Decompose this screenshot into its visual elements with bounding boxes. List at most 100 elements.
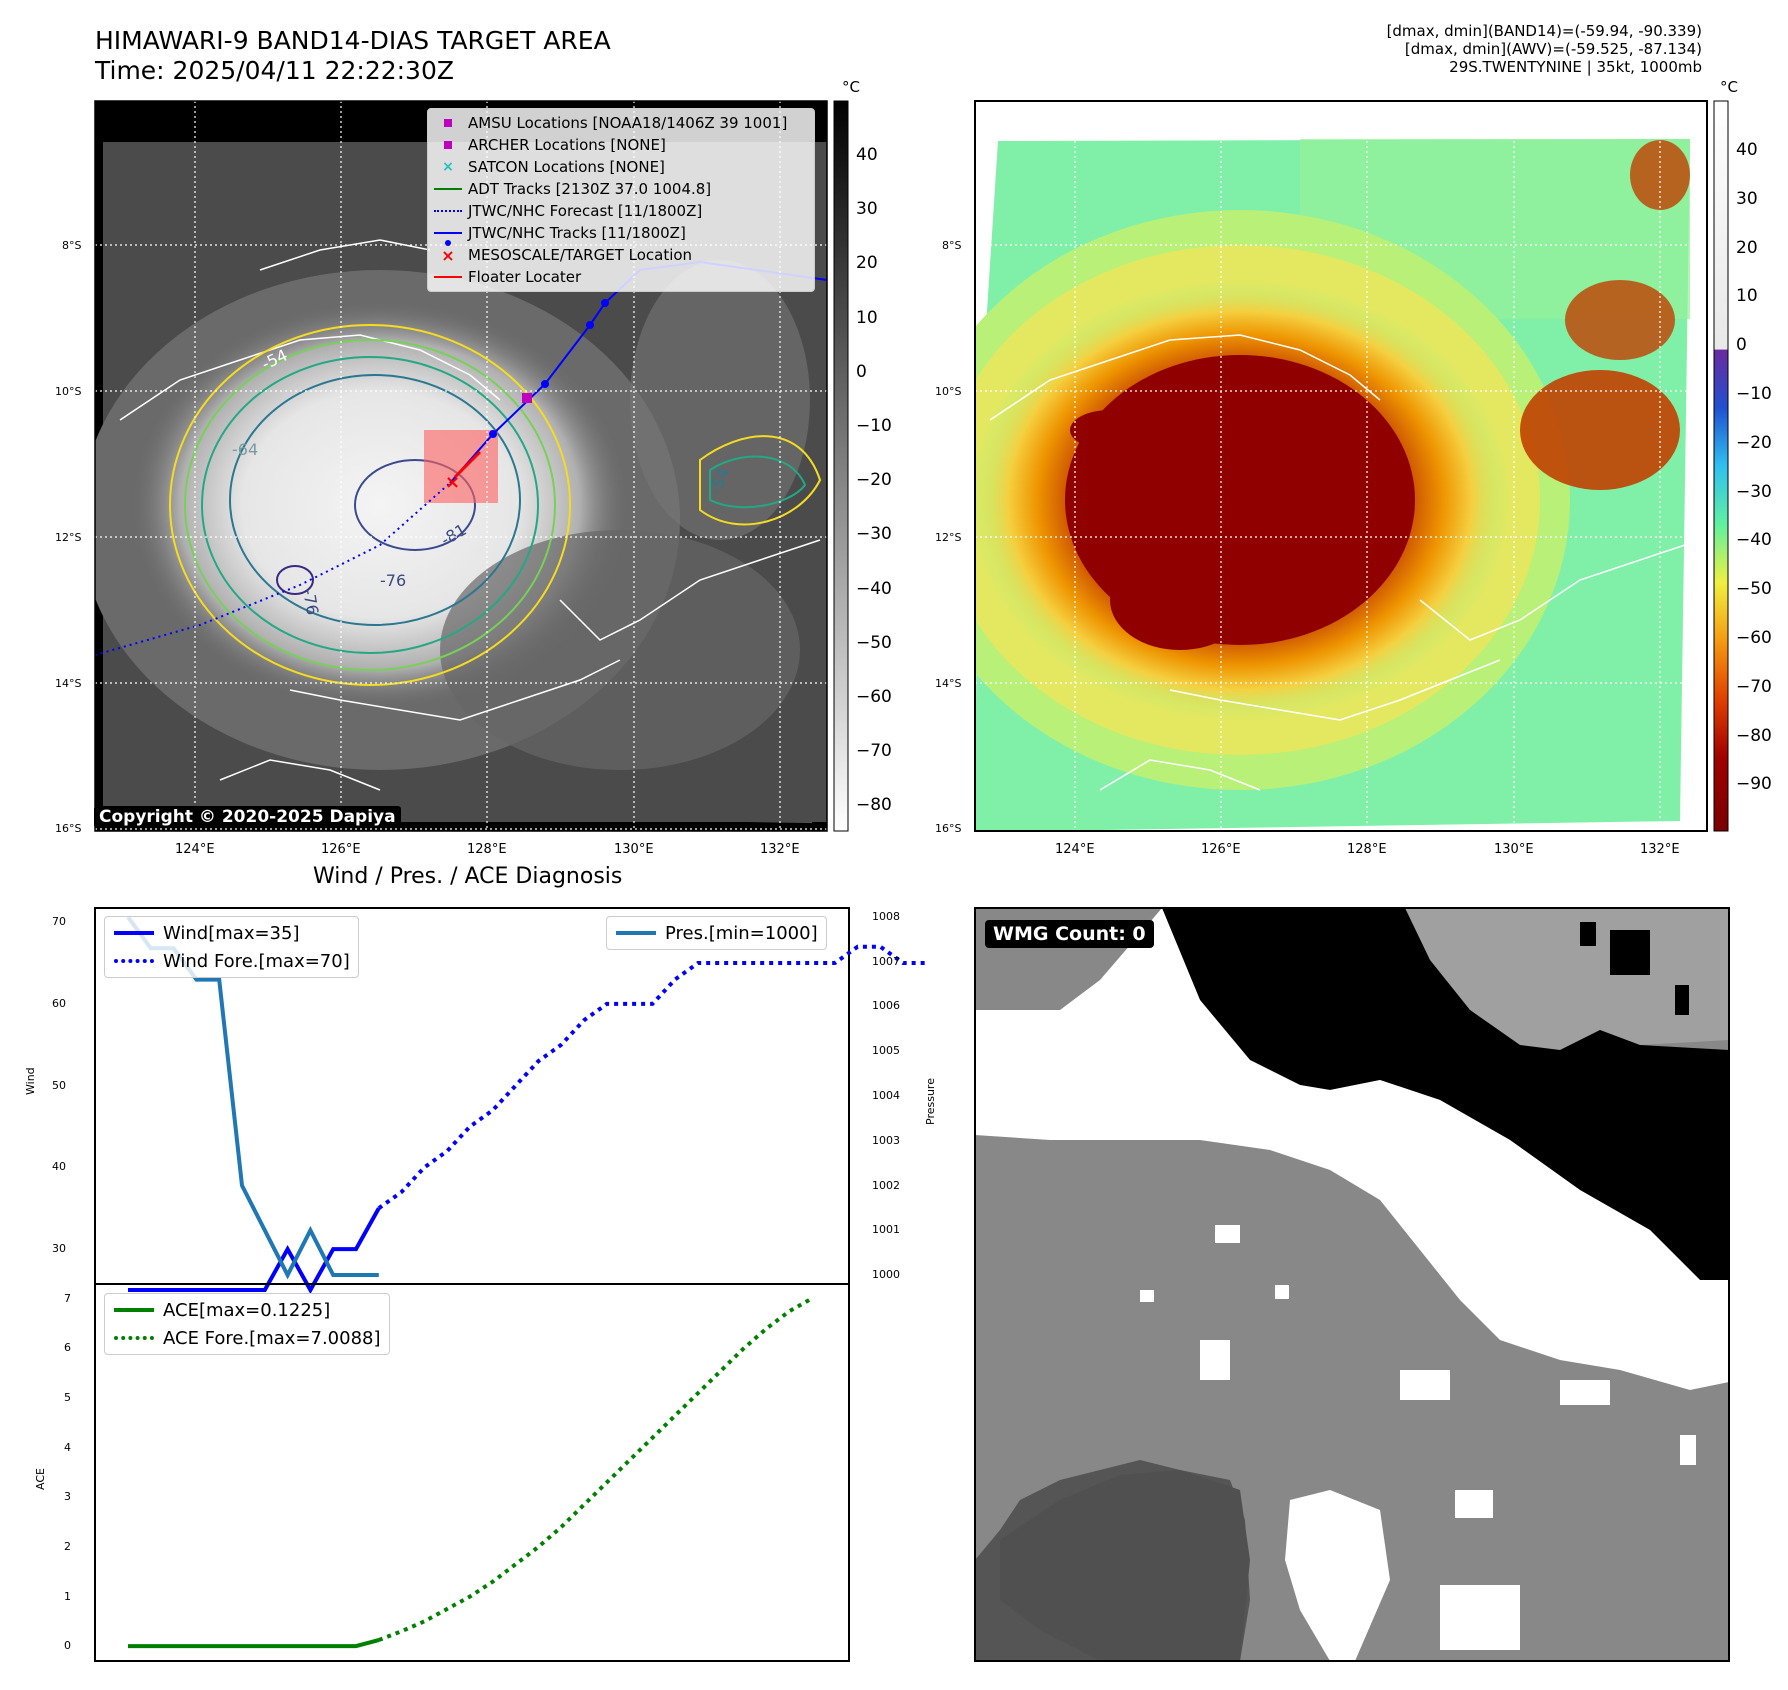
x-marker-icon: × — [441, 245, 455, 265]
legend-archer: ARCHER Locations [NONE] — [428, 134, 814, 156]
stats-line-3: 29S.TWENTYNINE | 35kt, 1000mb — [1449, 58, 1702, 76]
colorbar-tick: −50 — [856, 632, 892, 653]
ace-plot — [94, 1283, 850, 1662]
y-tick-right: 1007 — [872, 954, 900, 968]
lat-label: 8°S — [62, 239, 82, 252]
map-legend: AMSU Locations [NOAA18/1406Z 39 1001] AR… — [427, 108, 815, 292]
colorbar-tick: 10 — [856, 307, 878, 328]
colorbar-tick: 30 — [856, 199, 878, 220]
colorbar-tick: −80 — [856, 795, 892, 816]
legend-forecast: JTWC/NHC Forecast [11/1800Z] — [428, 200, 814, 222]
y-tick: 0 — [64, 1639, 71, 1653]
lon-label: 126°E — [1201, 842, 1241, 857]
colorbar-tick: −90 — [1736, 774, 1772, 795]
colorbar-tick: −60 — [856, 687, 892, 707]
legend-floater: Floater Locater — [428, 266, 814, 288]
y-tick-right: 1003 — [872, 1133, 900, 1147]
legend-satcon: × SATCON Locations [NONE] — [428, 156, 814, 178]
legend-amsu: AMSU Locations [NOAA18/1406Z 39 1001] — [428, 112, 814, 134]
x-marker-icon: × — [442, 159, 454, 175]
wmg-count-badge: WMG Count: 0 — [985, 920, 1154, 948]
legend-tracks: JTWC/NHC Tracks [11/1800Z] — [428, 222, 814, 246]
y-tick: 6 — [64, 1341, 71, 1355]
y-tick: 2 — [64, 1539, 71, 1553]
y-tick: 4 — [64, 1440, 71, 1454]
y-tick-right: 1001 — [872, 1223, 900, 1237]
legend-target: × MESOSCALE/TARGET Location — [428, 244, 814, 266]
colorbar-tick: 40 — [1736, 140, 1758, 160]
y-tick-right: 1005 — [872, 1044, 900, 1058]
colorbar-tick: 0 — [856, 361, 867, 382]
stats-line-1: [dmax, dmin](BAND14)=(-59.94, -90.339) — [1386, 22, 1702, 40]
lat-label: 16°S — [935, 822, 962, 835]
lat-label: 16°S — [55, 822, 82, 835]
lon-label: 128°E — [467, 842, 507, 857]
title-line-2: Time: 2025/04/11 22:22:30Z — [95, 56, 454, 85]
series-line — [377, 944, 926, 1210]
colorbar-tick: −20 — [856, 470, 892, 491]
square-marker-icon — [444, 119, 452, 127]
ace-axis-label: ACE — [34, 1468, 47, 1490]
stats-block: [dmax, dmin](BAND14)=(-59.94, -90.339) [… — [1387, 22, 1702, 76]
y-tick: 30 — [52, 1242, 66, 1256]
lat-label: 8°S — [942, 239, 962, 252]
y-tick-right: 1008 — [872, 909, 900, 923]
lat-label: 14°S — [935, 677, 962, 690]
y-tick-right: 1000 — [872, 1268, 900, 1282]
ace-legend: ACE[max=0.1225] ACE Fore.[max=7.0088] — [104, 1293, 390, 1355]
y-tick: 60 — [52, 996, 66, 1010]
colorbar-tick: 30 — [1736, 188, 1758, 209]
awv-colorbar — [1713, 100, 1729, 832]
copyright-badge: Copyright © 2020-2025 Dapiya — [94, 806, 401, 828]
lon-label: 124°E — [175, 842, 215, 857]
colorbar-tick: 20 — [856, 253, 878, 274]
dotted-line-icon — [434, 210, 462, 212]
lat-label: 12°S — [55, 531, 82, 544]
stats-line-2: [dmax, dmin](AWV)=(-59.525, -87.134) — [1404, 40, 1702, 58]
diagnosis-title: Wind / Pres. / ACE Diagnosis — [313, 864, 623, 889]
contour-label: -64 — [232, 440, 258, 459]
colorbar-tick: 10 — [1736, 286, 1758, 307]
contour-label: -76 — [299, 587, 322, 616]
y-tick: 50 — [52, 1078, 66, 1092]
y-tick-right: 1006 — [872, 999, 900, 1013]
colorbar-tick: −40 — [856, 578, 892, 599]
y-tick: 5 — [64, 1391, 71, 1405]
series-line — [378, 1296, 813, 1642]
lat-label: 10°S — [55, 385, 82, 398]
solid-line-icon — [114, 1308, 154, 1312]
lon-label: 130°E — [614, 842, 654, 857]
y-tick: 70 — [52, 915, 66, 929]
colorbar-tick: −80 — [1736, 725, 1772, 746]
lon-label: 128°E — [1347, 842, 1387, 857]
line-marker-icon — [434, 232, 462, 234]
solid-line-icon — [114, 931, 154, 935]
colorbar-tick: −10 — [1736, 384, 1772, 404]
colorbar-tick: −70 — [856, 741, 892, 762]
colorbar-tick: −50 — [1736, 579, 1772, 600]
awv-map-panel — [974, 100, 1708, 832]
lat-label: 10°S — [935, 385, 962, 398]
contour-label: -76 — [380, 571, 406, 590]
solid-line-icon — [616, 931, 656, 935]
dotted-line-icon — [114, 1336, 154, 1340]
ir-colorbar-unit: °C — [842, 78, 860, 96]
lat-label: 14°S — [55, 677, 82, 690]
lat-label: 12°S — [935, 531, 962, 544]
colorbar-tick: −10 — [856, 416, 892, 436]
wind-axis-label: Wind — [24, 1067, 37, 1095]
colorbar-tick: −30 — [856, 524, 892, 545]
pressure-legend: Pres.[min=1000] — [606, 916, 827, 950]
ir-map-panel: × -54 -64 -76 -76 -81 -54 — [94, 100, 828, 832]
ir-colorbar — [833, 100, 849, 832]
pressure-axis-label: Pressure — [924, 1078, 937, 1125]
lon-label: 126°E — [321, 842, 361, 857]
y-tick-right: 1004 — [872, 1089, 900, 1102]
lon-label: 132°E — [1640, 842, 1680, 857]
y-tick: 1 — [64, 1589, 71, 1603]
colorbar-tick: −30 — [1736, 481, 1772, 502]
series-line — [128, 1638, 380, 1649]
series-line — [128, 1207, 381, 1295]
lon-label: 124°E — [1055, 842, 1095, 857]
